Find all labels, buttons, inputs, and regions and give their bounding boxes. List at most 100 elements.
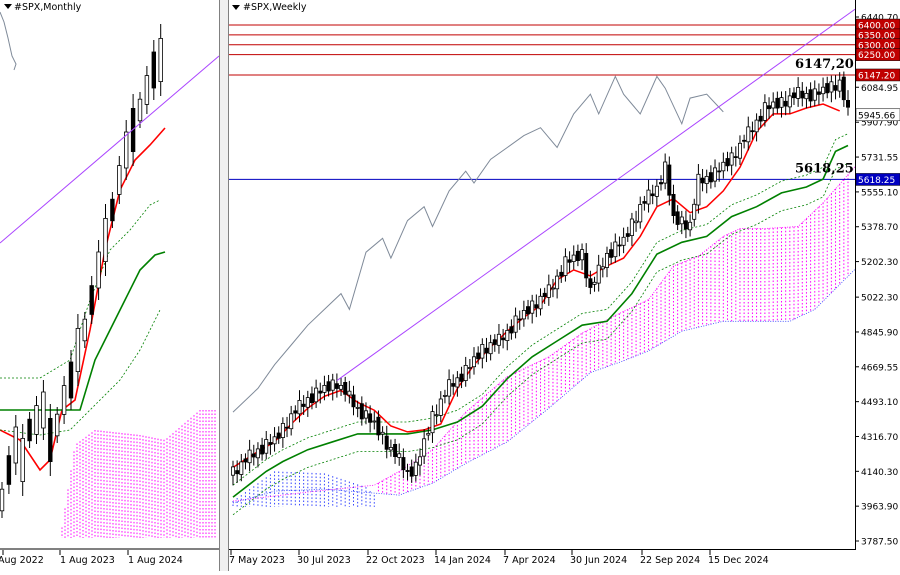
candle-body <box>467 367 472 369</box>
candle-body <box>322 384 327 393</box>
candle-body <box>683 220 688 230</box>
monthly-candle-body <box>96 251 101 289</box>
monthly-candle-body <box>34 405 39 435</box>
weekly-chart-panel[interactable]: 6440.70 6084.95 5907.90 5731.55 5555.10 5378.… <box>229 0 900 571</box>
price-axis-background <box>855 0 900 571</box>
candle-body <box>580 249 585 261</box>
level-b-tag-box[interactable] <box>855 173 900 186</box>
monthly-x-label-0: Aug 2022 <box>0 555 44 566</box>
level-a-tag-box[interactable] <box>855 68 900 82</box>
date-tick-label: 30 Jul 2023 <box>297 555 351 566</box>
candle-body <box>779 97 784 108</box>
candle-body <box>746 126 751 143</box>
candle-body <box>393 443 398 457</box>
weekly-candles <box>230 71 851 486</box>
candle-body <box>343 381 348 395</box>
weekly-date-axis[interactable]: 7 May 2023 30 Jul 2023 22 Oct 2023 14 Jan 2… <box>229 549 856 567</box>
candle-body <box>405 470 410 472</box>
level-a-tag-text: 6147.20 <box>858 71 895 81</box>
price-tick-label: 5378.70 <box>861 223 898 233</box>
candle-body <box>713 167 718 182</box>
resistance-tag-1-text: 6350.00 <box>858 31 895 41</box>
monthly-candle-body <box>82 318 87 342</box>
candle-body <box>255 448 260 459</box>
candle-body <box>430 411 435 434</box>
weekly-title: #SPX,Weekly <box>243 2 307 13</box>
resistance-tag-2-text: 6300.00 <box>858 41 895 51</box>
candle-body <box>438 398 443 416</box>
monthly-candle-body <box>55 413 60 437</box>
candle-body <box>538 295 543 310</box>
candle-body <box>625 233 630 237</box>
weekly-caret-icon[interactable] <box>232 5 240 10</box>
current-price-tag-box[interactable] <box>855 108 900 122</box>
monthly-candle-body <box>158 38 163 83</box>
candle-body <box>351 394 356 408</box>
candle-body <box>496 333 501 346</box>
date-tick-label: 22 Sep 2024 <box>640 555 700 566</box>
weekly-kijun-line <box>232 144 849 498</box>
candle-body <box>422 438 427 457</box>
candle-body <box>708 172 713 183</box>
candle-body <box>297 399 302 415</box>
candle-body <box>251 453 256 458</box>
candle-body <box>276 432 281 439</box>
candle-body <box>305 397 310 408</box>
level-6147-annotation: 6147,20 <box>795 57 854 72</box>
candle-body <box>284 426 289 429</box>
monthly-trendline[interactable] <box>0 55 220 244</box>
candle-body <box>260 444 265 455</box>
resistance-tag-3-box[interactable] <box>855 48 900 61</box>
monthly-candle-body <box>89 285 94 315</box>
candle-body <box>634 220 639 224</box>
price-tick-label: 4140.30 <box>861 468 898 478</box>
monthly-title: #SPX,Monthly <box>14 2 82 13</box>
candle-body <box>800 90 805 99</box>
candle-body <box>563 256 568 276</box>
weekly-price-axis[interactable]: 6440.70 6084.95 5907.90 5731.55 5555.10 5378.… <box>855 0 900 571</box>
monthly-caret-icon[interactable] <box>4 4 12 9</box>
monthly-candle-body <box>6 455 12 485</box>
candle-body <box>388 446 393 451</box>
price-tick-label: 6084.95 <box>861 84 898 94</box>
candle-body <box>792 92 797 99</box>
candle-body <box>480 343 485 359</box>
candle-body <box>447 379 452 397</box>
price-tick-label: 4493.10 <box>861 398 898 408</box>
candle-body <box>409 466 414 477</box>
monthly-lagging-line <box>0 11 17 71</box>
candle-body <box>359 403 364 420</box>
monthly-chart-panel[interactable]: Aug 2022 1 Aug 2023 1 Aug 2024 #SPX,Mont… <box>0 0 220 571</box>
monthly-candle-body <box>61 385 67 415</box>
candle-body <box>280 422 285 438</box>
candle-body <box>272 436 277 445</box>
price-tick-label: 3787.50 <box>861 538 898 548</box>
candle-body <box>841 76 846 101</box>
candle-body <box>455 377 460 388</box>
monthly-candle-body <box>110 198 115 222</box>
candle-body <box>596 264 601 284</box>
candle-body <box>704 175 709 184</box>
candle-body <box>567 259 572 263</box>
candle-body <box>559 271 564 277</box>
candle-body <box>501 337 506 341</box>
date-tick-label: 22 Oct 2023 <box>366 555 425 566</box>
panel-separator[interactable] <box>219 0 229 571</box>
candle-body <box>555 275 560 290</box>
candle-body <box>700 177 705 184</box>
weekly-horizontal-levels[interactable] <box>229 24 855 180</box>
price-tick-label: 5555.10 <box>861 188 898 198</box>
weekly-kijun-band-upper <box>232 133 849 486</box>
candle-body <box>646 189 651 205</box>
resistance-tag-3-text: 6250.00 <box>858 51 895 61</box>
candle-body <box>517 318 522 321</box>
candle-body <box>505 329 510 341</box>
candle-body <box>413 461 418 476</box>
monthly-candle-body <box>13 426 18 464</box>
weekly-trendline[interactable] <box>336 8 856 381</box>
candle-body <box>605 252 610 268</box>
candle-body <box>825 83 830 94</box>
candle-body <box>588 278 593 288</box>
candle-body <box>796 87 801 99</box>
candle-body <box>833 85 838 91</box>
